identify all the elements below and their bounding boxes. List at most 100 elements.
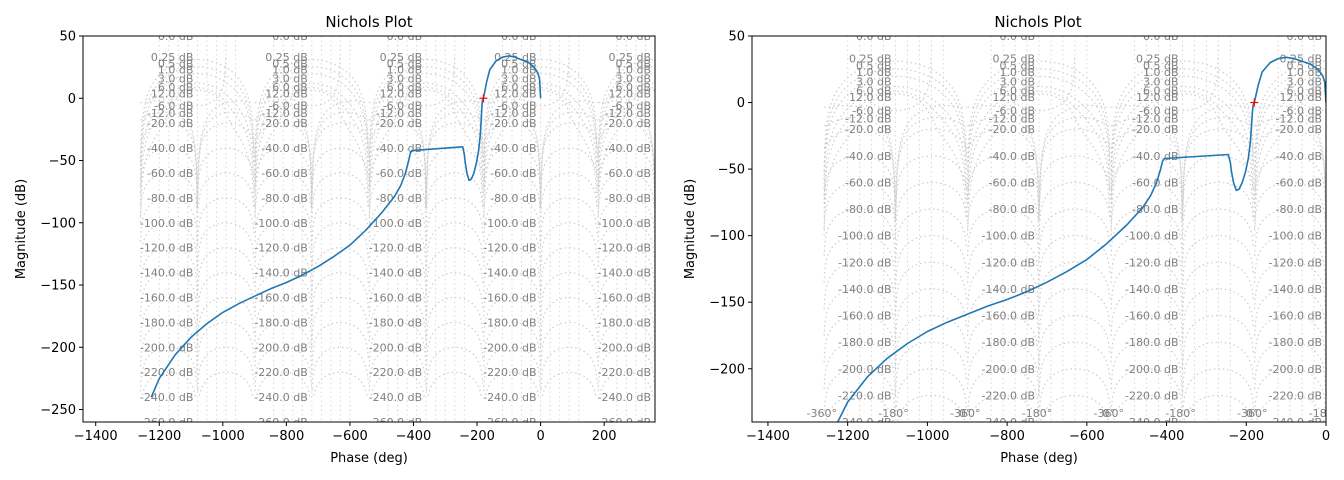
grid-magnitude-label: 6.0 dB [1143, 85, 1179, 98]
grid-contour [139, 272, 255, 324]
grid-magnitude-label: -240.0 dB [1125, 416, 1179, 429]
x-tick-label: 200 [592, 429, 617, 444]
grid-magnitude-label: -100.0 dB [369, 217, 423, 230]
chart-right: Nichols Plot 0.0 dB0.25 dB0.5 dB1.0 dB3.… [683, 13, 1330, 466]
grid-contour [483, 147, 598, 211]
grid-contour [368, 247, 484, 300]
grid-magnitude-label: -20.0 dB [376, 117, 423, 130]
grid-contour [1111, 104, 1254, 217]
grid-magnitude-label: 0.25 dB [849, 53, 892, 66]
grid-magnitude-label: -180.0 dB [369, 316, 423, 329]
grid-contour [823, 208, 968, 265]
grid-magnitude-label: -100.0 dB [598, 217, 652, 230]
grid-magnitude-label: -140.0 dB [1269, 283, 1323, 296]
grid-contour [483, 222, 598, 275]
grid-magnitude-label: -60.0 dB [147, 167, 194, 180]
grid-magnitude-label: -220.0 dB [838, 389, 892, 402]
grid-contour [254, 147, 369, 211]
grid-magnitude-label: -140.0 dB [140, 267, 194, 280]
grid-contour [1110, 235, 1255, 291]
grid-magnitude-label: -12.0 dB [261, 107, 308, 120]
grid-magnitude-label: -160.0 dB [369, 291, 423, 304]
grid-contour [1146, 55, 1219, 112]
grid-magnitude-label: 0.5 dB [272, 57, 308, 70]
grid-magnitude-label: 0.0 dB [856, 30, 892, 43]
chart-right-y-axis-label: Magnitude (dB) [683, 179, 698, 279]
grid-magnitude-label: 1.0 dB [615, 64, 651, 77]
grid-magnitude-label: 0.0 dB [501, 30, 537, 43]
grid-magnitude-label: -240.0 dB [1269, 416, 1323, 429]
grid-contour [483, 346, 598, 392]
grid-contour [823, 314, 968, 371]
chart-left-series-line [150, 55, 542, 398]
chart-left-grid-layer: 0.0 dB0.25 dB0.5 dB1.0 dB3.0 dB6.0 dB12.… [139, 30, 655, 429]
grid-contour [483, 59, 598, 163]
grid-magnitude-label: -140.0 dB [483, 267, 537, 280]
x-tick-label: −200 [459, 429, 495, 444]
grid-contour [967, 288, 1111, 344]
chart-left-tick-layer: −1400 −1200 −1000 −800 −600 −400 −200 0 200 50 0 −5… [40, 30, 616, 445]
x-tick-label: −1400 [74, 429, 118, 444]
grid-contour [967, 90, 1111, 217]
grid-magnitude-label: -160.0 dB [598, 291, 652, 304]
grid-contour [967, 341, 1111, 398]
chart-left-title: Nichols Plot [325, 13, 412, 31]
grid-magnitude-label: -180.0 dB [254, 316, 308, 329]
grid-contour [254, 59, 369, 163]
grid-magnitude-label: -60.0 dB [845, 176, 892, 189]
grid-contour [1110, 90, 1255, 217]
grid-magnitude-label: -100.0 dB [982, 230, 1036, 243]
grid-magnitude-label: -140.0 dB [598, 267, 652, 280]
grid-magnitude-label: -240.0 dB [838, 416, 892, 429]
grid-magnitude-label: -240.0 dB [140, 391, 194, 404]
grid-magnitude-label: -40.0 dB [605, 142, 652, 155]
grid-contour [254, 222, 369, 275]
grid-magnitude-label: -6.0 dB [497, 100, 537, 113]
grid-magnitude-label: 3.0 dB [501, 72, 537, 85]
chart-right-series-line [836, 56, 1326, 422]
grid-contour [368, 272, 484, 324]
grid-contour [139, 222, 255, 275]
grid-magnitude-label: -260.0 dB [598, 416, 652, 429]
grid-magnitude-label: -20.0 dB [989, 123, 1036, 136]
grid-magnitude-label: -6.0 dB [996, 105, 1036, 118]
grid-magnitude-label: -40.0 dB [845, 150, 892, 163]
grid-magnitude-label: -240.0 dB [254, 391, 308, 404]
chart-right-axes-frame [751, 35, 1327, 423]
grid-magnitude-label: 3.0 dB [272, 72, 308, 85]
grid-magnitude-label: -12.0 dB [1132, 113, 1179, 126]
grid-contour [254, 100, 369, 206]
grid-contour [967, 155, 1111, 222]
grid-magnitude-label: -160.0 dB [838, 310, 892, 323]
grid-magnitude-label: -120.0 dB [1269, 256, 1323, 269]
grid-magnitude-label: 12.0 dB [849, 91, 892, 104]
grid-magnitude-label: 3.0 dB [1286, 75, 1322, 88]
grid-magnitude-label: 12.0 dB [1136, 91, 1179, 104]
grid-magnitude-label: -220.0 dB [254, 366, 308, 379]
grid-magnitude-label: -120.0 dB [838, 256, 892, 269]
grid-magnitude-label: -20.0 dB [605, 117, 652, 130]
grid-magnitude-label: 3.0 dB [1143, 75, 1179, 88]
grid-contour [368, 147, 484, 211]
grid-magnitude-label: -12.0 dB [376, 107, 423, 120]
chart-right-plot-layer [836, 56, 1326, 422]
grid-contour [1110, 341, 1255, 398]
grid-magnitude-label: -160.0 dB [982, 310, 1036, 323]
grid-magnitude-label: 12.0 dB [1279, 91, 1322, 104]
grid-magnitude-label: -6.0 dB [383, 100, 423, 113]
grid-contour [967, 75, 1111, 189]
grid-contour [168, 54, 227, 107]
grid-contour [823, 93, 968, 236]
grid-magnitude-label: -260.0 dB [254, 416, 308, 429]
grid-contour [140, 100, 254, 206]
grid-magnitude-label: -40.0 dB [147, 142, 194, 155]
chart-right-title: Nichols Plot [994, 13, 1081, 31]
chart-right-grid-layer: 0.0 dB0.25 dB0.5 dB1.0 dB3.0 dB6.0 dB12.… [807, 30, 1326, 429]
grid-magnitude-label: -140.0 dB [369, 267, 423, 280]
grid-magnitude-label: 0.0 dB [1286, 30, 1322, 43]
grid-contour [1110, 155, 1255, 222]
grid-magnitude-label: -180.0 dB [140, 316, 194, 329]
grid-contour [282, 54, 341, 107]
grid-magnitude-label: -120.0 dB [598, 242, 652, 255]
grid-magnitude-label: -80.0 dB [1276, 203, 1323, 216]
